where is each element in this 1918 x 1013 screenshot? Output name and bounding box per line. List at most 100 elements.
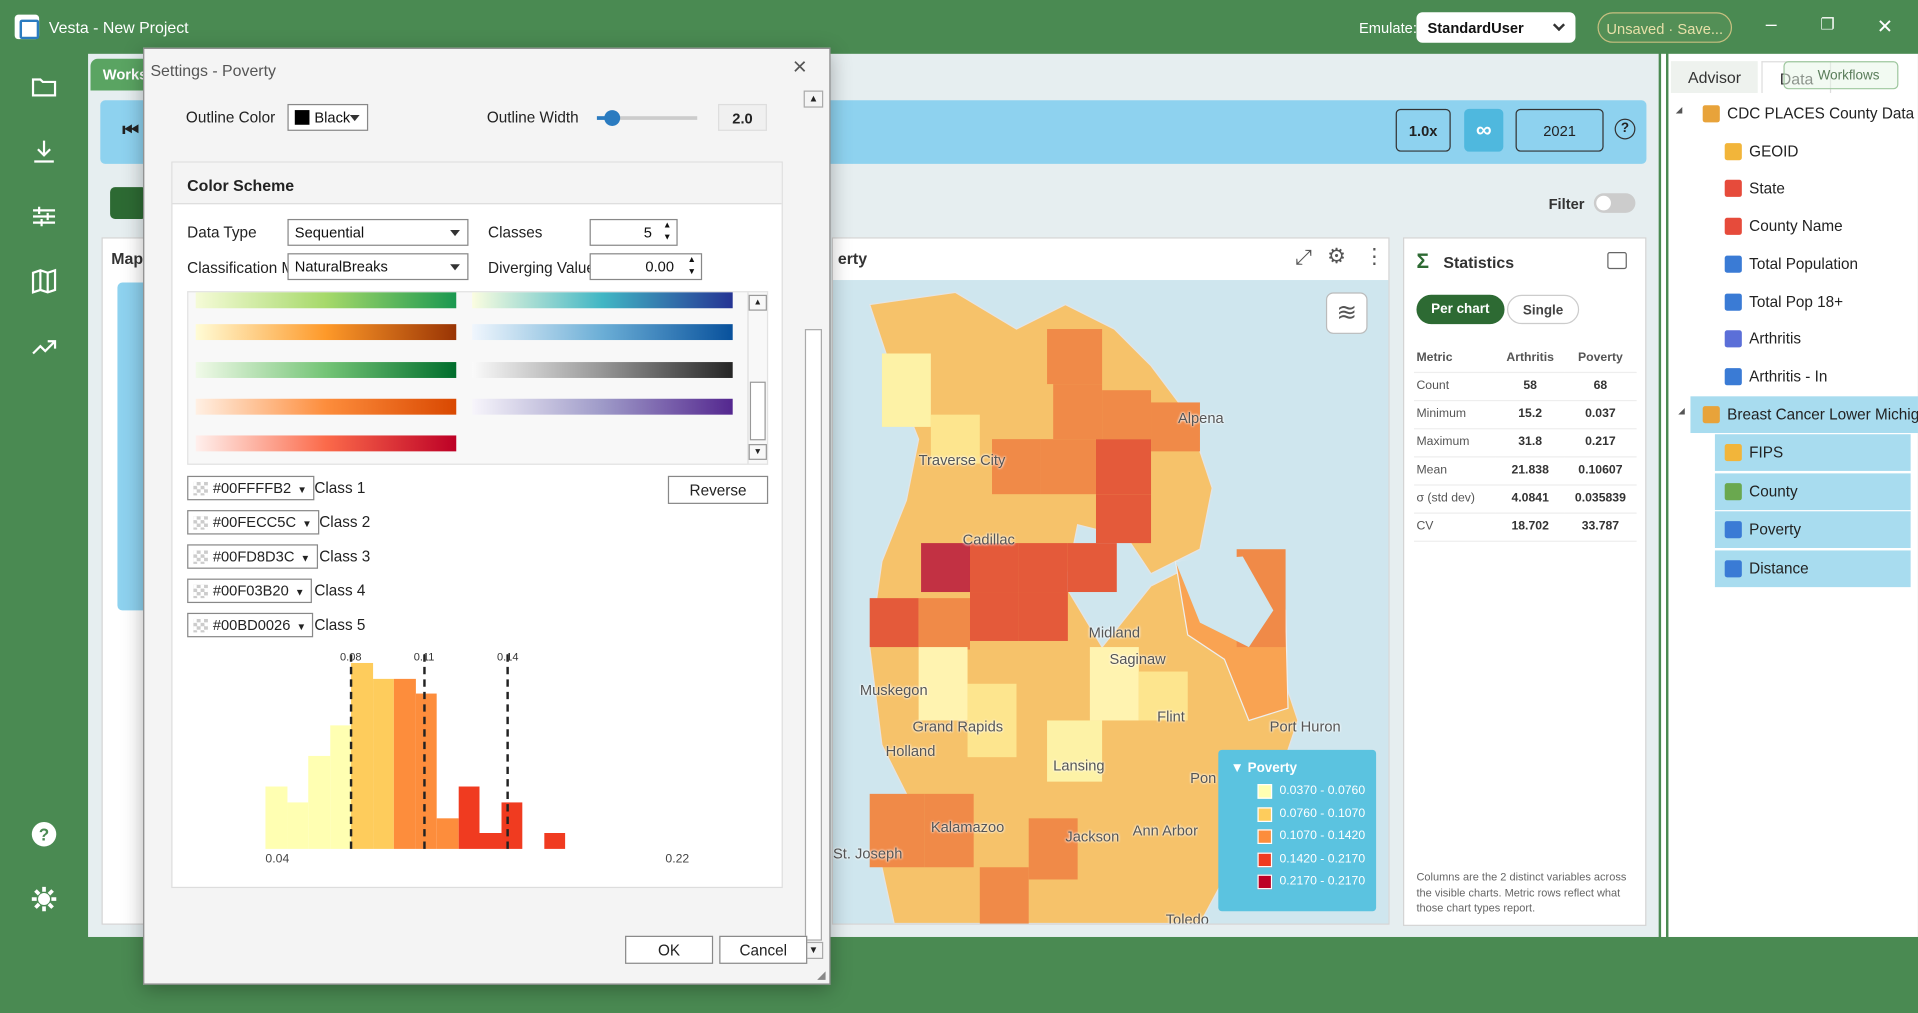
class-break-line[interactable] bbox=[349, 654, 353, 849]
splitter[interactable] bbox=[1661, 53, 1666, 937]
tree-field[interactable]: Total Pop 18+ bbox=[1668, 283, 1918, 320]
tree-field[interactable]: Total Population bbox=[1668, 246, 1918, 283]
ramp-scroll-thumb[interactable] bbox=[749, 381, 766, 441]
tree-field[interactable]: Arthritis - In bbox=[1668, 358, 1918, 395]
per-chart-button[interactable]: Per chart bbox=[1416, 294, 1505, 325]
class-color-select[interactable]: #00FFFFB2 ▼ bbox=[187, 475, 315, 501]
classification-value: NaturalBreaks bbox=[294, 258, 388, 276]
year-button[interactable]: 2021 bbox=[1515, 108, 1604, 152]
timeline-help-icon[interactable]: ? bbox=[1614, 118, 1636, 140]
scroll-thumb[interactable] bbox=[804, 329, 822, 941]
choropleth-map[interactable]: Alpena Traverse City Cadillac Midland Sagina… bbox=[832, 280, 1389, 924]
map-place-label: Lansing bbox=[1053, 757, 1105, 775]
map-place-label: Muskegon bbox=[859, 681, 928, 699]
class-break-line[interactable] bbox=[506, 654, 510, 849]
loop-button[interactable]: ∞ bbox=[1464, 108, 1504, 152]
workflows-button[interactable]: Workflows bbox=[1783, 61, 1899, 90]
tree-field[interactable]: FIPS bbox=[1714, 434, 1911, 472]
help-icon[interactable]: ? bbox=[29, 820, 58, 849]
map-place-label: Port Huron bbox=[1269, 718, 1341, 736]
tree-field[interactable]: Distance bbox=[1714, 550, 1911, 588]
diverging-label: Diverging Value bbox=[488, 259, 591, 277]
folder-icon[interactable] bbox=[29, 72, 58, 101]
scroll-down-icon[interactable]: ▼ bbox=[748, 444, 767, 460]
tree-field[interactable]: Poverty bbox=[1714, 511, 1911, 549]
tree-dataset[interactable]: ◢ CDC PLACES County Data bbox=[1668, 95, 1918, 132]
gear-icon[interactable]: ⚙ bbox=[1327, 244, 1346, 268]
ramp-option[interactable] bbox=[472, 362, 733, 378]
tree-field[interactable]: GEOID bbox=[1668, 133, 1918, 170]
class-break-line[interactable] bbox=[423, 654, 426, 849]
data-type-value: Sequential bbox=[294, 223, 365, 241]
minimize-icon[interactable]: – bbox=[1765, 14, 1777, 36]
ramp-scrollbar[interactable]: ▲ ▼ bbox=[747, 292, 767, 464]
scroll-up-icon[interactable]: ▲ bbox=[803, 90, 824, 108]
ramp-option[interactable] bbox=[195, 362, 457, 378]
restore-icon[interactable]: ❐ bbox=[1820, 14, 1835, 34]
map-place-label: Kalamazoo bbox=[930, 818, 1005, 836]
download-icon[interactable] bbox=[29, 137, 58, 166]
stepper-arrows-icon[interactable]: ▲ ▼ bbox=[663, 221, 672, 243]
close-icon[interactable]: × bbox=[792, 53, 807, 81]
trend-icon[interactable] bbox=[29, 331, 58, 360]
dialog-scrollbar[interactable]: ▲ ▼ bbox=[803, 90, 824, 962]
skip-start-icon[interactable]: ⏮ bbox=[122, 119, 139, 141]
stepper-arrows-icon[interactable]: ▲ ▼ bbox=[687, 255, 697, 277]
ramp-option[interactable] bbox=[472, 324, 733, 341]
ramp-option[interactable] bbox=[472, 292, 733, 309]
class-color-select[interactable]: #00F03B20 ▼ bbox=[187, 578, 312, 604]
tree-label: Breast Cancer Lower Michig bbox=[1727, 405, 1918, 424]
sigma-icon: Σ bbox=[1416, 249, 1429, 273]
id-icon bbox=[1724, 142, 1742, 160]
map-icon[interactable] bbox=[29, 267, 58, 296]
speed-button[interactable]: 1.0x bbox=[1395, 108, 1451, 152]
scroll-up-icon[interactable]: ▲ bbox=[748, 294, 767, 311]
tree-field[interactable]: Arthritis bbox=[1668, 321, 1918, 358]
tab-advisor[interactable]: Advisor bbox=[1670, 61, 1759, 93]
slider-knob[interactable] bbox=[604, 110, 621, 126]
ramp-option[interactable] bbox=[195, 398, 457, 415]
ramp-option[interactable] bbox=[195, 292, 457, 309]
numeric-icon bbox=[1724, 560, 1742, 578]
outline-width-slider[interactable] bbox=[596, 110, 698, 126]
expand-caret-icon[interactable]: ◢ bbox=[1678, 407, 1685, 416]
tree-field[interactable]: State bbox=[1668, 171, 1918, 208]
more-vertical-icon[interactable]: ⋮ bbox=[1363, 244, 1385, 268]
ok-button[interactable]: OK bbox=[625, 935, 714, 964]
tree-dataset[interactable]: ◢ Breast Cancer Lower Michig bbox=[1678, 396, 1918, 433]
legend-item: 0.1070 - 0.1420 bbox=[1257, 828, 1370, 848]
expand-icon[interactable]: ⤢ bbox=[1295, 245, 1313, 270]
layers-icon[interactable]: ≋ bbox=[1325, 292, 1368, 334]
filter-toggle[interactable] bbox=[1593, 193, 1636, 213]
resize-grip-icon[interactable]: ◢ bbox=[817, 968, 826, 982]
data-type-select[interactable]: Sequential bbox=[287, 218, 469, 246]
classification-histogram: 0.08 0.11 0.14 bbox=[265, 651, 693, 849]
outline-color-select[interactable]: Black bbox=[287, 103, 369, 131]
legend-title[interactable]: ▼ Poverty bbox=[1231, 761, 1297, 776]
close-window-icon[interactable]: ✕ bbox=[1876, 17, 1894, 38]
grid-view-icon[interactable] bbox=[110, 187, 147, 219]
save-status-button[interactable]: Unsaved · Save... bbox=[1597, 12, 1733, 43]
settings-gear-icon[interactable] bbox=[29, 884, 58, 913]
classification-select[interactable]: NaturalBreaks bbox=[287, 253, 469, 281]
emulate-select[interactable]: StandardUser bbox=[1416, 12, 1576, 43]
class-color-select[interactable]: #00FECC5C ▼ bbox=[187, 510, 320, 535]
dock-panel-icon[interactable] bbox=[1607, 251, 1627, 270]
class-color-select[interactable]: #00FD8D3C ▼ bbox=[187, 544, 318, 569]
classes-stepper[interactable]: 5 ▲ ▼ bbox=[589, 218, 678, 246]
class-color-select[interactable]: #00BD0026 ▼ bbox=[187, 612, 314, 638]
reverse-button[interactable]: Reverse bbox=[667, 475, 769, 504]
text-icon bbox=[1724, 483, 1742, 501]
sliders-icon[interactable] bbox=[29, 202, 58, 231]
ramp-option[interactable] bbox=[195, 324, 457, 341]
tree-field[interactable]: County Name bbox=[1668, 208, 1918, 245]
ramp-option[interactable] bbox=[195, 435, 457, 452]
map-labels: Alpena Traverse City Cadillac Midland Sagina… bbox=[833, 280, 1388, 924]
cancel-button[interactable]: Cancel bbox=[719, 935, 808, 964]
section-title: Color Scheme bbox=[172, 162, 782, 205]
single-button[interactable]: Single bbox=[1506, 294, 1580, 325]
expand-caret-icon[interactable]: ◢ bbox=[1675, 106, 1683, 115]
diverging-stepper[interactable]: 0.00 ▲ ▼ bbox=[589, 253, 703, 281]
ramp-option[interactable] bbox=[472, 398, 733, 415]
tree-field[interactable]: County bbox=[1714, 473, 1911, 510]
